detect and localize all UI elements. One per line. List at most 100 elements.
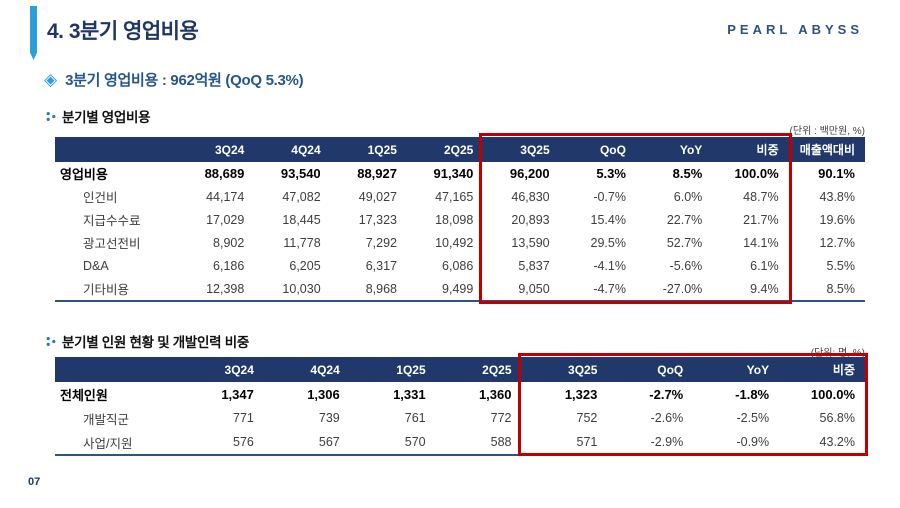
opex-table: 3Q24 4Q24 1Q25 2Q25 3Q25 QoQ YoY 비중 매출액대… — [55, 137, 865, 302]
cell: 18,445 — [282, 212, 321, 227]
cell: 739 — [318, 411, 340, 425]
cell: 8.5% — [672, 166, 703, 181]
cell: -0.9% — [736, 435, 770, 449]
cell: -2.7% — [649, 386, 684, 402]
opex-header-cell: 4Q24 — [254, 137, 331, 162]
cell: 771 — [233, 411, 254, 425]
cell: 571 — [576, 435, 598, 449]
cell: 52.7% — [666, 235, 703, 250]
cell: 100.0% — [810, 386, 855, 402]
opex-header-cell: 2Q25 — [406, 137, 484, 162]
table-row: 개발직군 771 739 761 772 752 -2.6% -2.5% 56.… — [55, 406, 865, 430]
cell: -2.9% — [650, 435, 684, 449]
cell: 8,968 — [365, 281, 397, 296]
table1-unit-note: (단위 : 백만원, %) — [789, 126, 865, 137]
opex-header-cell: 비중 — [712, 137, 789, 162]
title-accent-bar — [30, 6, 37, 60]
cell: 47,082 — [282, 189, 321, 204]
row-label: 기타비용 — [83, 283, 130, 297]
cell: -0.7% — [593, 189, 626, 204]
cell: 20,893 — [511, 212, 550, 227]
subtitle-text: 3분기 영업비용 : 962억원 (QoQ 5.3%) — [65, 72, 304, 89]
cell: 5.5% — [826, 258, 856, 273]
table-row: 기타비용 12,398 10,030 8,968 9,499 9,050 -4.… — [55, 277, 865, 301]
headcount-header-cell: 4Q24 — [263, 357, 350, 382]
subtitle: ◈ 3분기 영업비용 : 962억원 (QoQ 5.3%) — [44, 69, 304, 90]
cell: 43.8% — [819, 189, 855, 204]
opex-header-cell: YoY — [635, 137, 713, 162]
cell: 6.0% — [673, 189, 703, 204]
cell: 6,205 — [289, 258, 321, 273]
headcount-header-cell: 2Q25 — [435, 357, 522, 382]
row-label: 사업/지원 — [83, 436, 133, 451]
opex-header-cell: 3Q24 — [178, 137, 255, 162]
cell: 46,830 — [511, 189, 550, 204]
cell: 91,340 — [433, 166, 474, 181]
headcount-header-cell: QoQ — [607, 357, 694, 382]
cell: 10,492 — [435, 235, 474, 250]
opex-header-row: 3Q24 4Q24 1Q25 2Q25 3Q25 QoQ YoY 비중 매출액대… — [55, 137, 865, 162]
headcount-header-row: 3Q24 4Q24 1Q25 2Q25 3Q25 QoQ YoY 비중 — [55, 357, 865, 382]
cell: 56.8% — [819, 411, 855, 425]
cell: 5,837 — [518, 258, 550, 273]
cell: -27.0% — [662, 281, 703, 296]
cell: 14.1% — [743, 235, 779, 250]
cell: 43.2% — [819, 435, 855, 449]
cell: 47,165 — [435, 189, 474, 204]
cell: 29.5% — [590, 235, 626, 250]
cell: 100.0% — [734, 166, 779, 181]
cell: 88,689 — [204, 166, 245, 181]
cell: 18,098 — [435, 212, 474, 227]
cell: 44,174 — [206, 189, 245, 204]
headcount-header-cell: 3Q24 — [178, 357, 264, 382]
diamond-bullet-icon: ◈ — [44, 70, 58, 89]
cell: -4.1% — [593, 258, 626, 273]
cell: 15.4% — [590, 212, 626, 227]
cell: 1,323 — [564, 386, 598, 402]
cell: 12.7% — [819, 235, 855, 250]
tri-dots-bullet-icon — [46, 111, 56, 121]
row-label: 인건비 — [83, 191, 118, 205]
cell: 49,027 — [358, 189, 397, 204]
cell: 9,050 — [518, 281, 550, 296]
cell: 6,317 — [365, 258, 397, 273]
section1-title-text: 분기별 영업비용 — [62, 110, 151, 125]
cell: 93,540 — [280, 166, 321, 181]
headcount-header-cell: YoY — [693, 357, 780, 382]
cell: 1,360 — [478, 386, 512, 402]
cell: 13,590 — [511, 235, 550, 250]
row-label: D&A — [83, 258, 109, 273]
section1-title: 분기별 영업비용 — [46, 106, 151, 126]
table-row: 영업비용 88,689 93,540 88,927 91,340 96,200 … — [55, 162, 865, 185]
cell: 9.4% — [750, 281, 779, 296]
opex-header-cell: QoQ — [559, 137, 636, 162]
cell: 761 — [404, 411, 426, 425]
cell: 11,778 — [283, 235, 321, 250]
cell: 1,347 — [221, 386, 254, 402]
cell: 7,292 — [365, 235, 397, 250]
table-row: 사업/지원 576 567 570 588 571 -2.9% -0.9% 43… — [55, 430, 865, 455]
table-row: 광고선전비 8,902 11,778 7,292 10,492 13,590 2… — [55, 231, 865, 254]
cell: 570 — [404, 435, 426, 449]
cell: 9,499 — [442, 281, 474, 296]
cell: 90.1% — [818, 166, 855, 181]
cell: 6,186 — [213, 258, 245, 273]
table-row: 전체인원 1,347 1,306 1,331 1,360 1,323 -2.7%… — [55, 382, 865, 406]
row-label: 전체인원 — [60, 387, 108, 403]
section2-title-text: 분기별 인원 현황 및 개발인력 비중 — [62, 335, 249, 350]
cell: 17,029 — [206, 212, 245, 227]
cell: 6.1% — [750, 258, 779, 273]
cell: 576 — [233, 435, 254, 449]
cell: -2.6% — [650, 411, 684, 425]
cell: 752 — [576, 411, 598, 425]
row-label: 영업비용 — [60, 167, 108, 182]
opex-header-empty — [55, 137, 178, 162]
cell: 5.3% — [596, 166, 626, 181]
cell: 10,030 — [282, 281, 321, 296]
headcount-header-cell: 비중 — [779, 357, 865, 382]
cell: 6,086 — [442, 258, 474, 273]
cell: 1,306 — [307, 386, 340, 402]
row-label: 개발직군 — [83, 412, 130, 427]
table-row: 지급수수료 17,029 18,445 17,323 18,098 20,893… — [55, 208, 865, 231]
cell: 772 — [490, 411, 512, 425]
